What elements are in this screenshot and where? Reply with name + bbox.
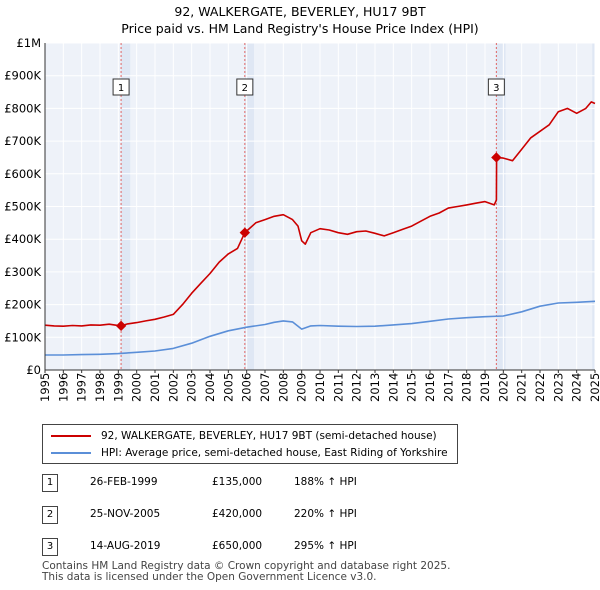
property-price-line — [44, 101, 596, 328]
footer-copyright: Contains HM Land Registry data © Crown c… — [42, 560, 451, 572]
x-tick-label: 2004 — [203, 373, 217, 402]
x-tick-label: 2012 — [350, 373, 364, 402]
x-tick-label: 2011 — [331, 373, 345, 402]
y-tick-label: £400K — [4, 232, 41, 246]
y-tick-label: £600K — [4, 167, 41, 181]
x-tick-label: 2006 — [240, 373, 254, 402]
sale-marker-box — [236, 78, 254, 96]
x-tick-label: 2003 — [185, 373, 199, 402]
y-tick-label: £300K — [4, 265, 41, 279]
x-tick-label: 2002 — [166, 373, 180, 402]
y-tick-label: £1M — [16, 36, 41, 50]
footer-attribution: Contains HM Land Registry data © Crown c… — [42, 561, 450, 583]
x-tick-label: 2021 — [515, 373, 529, 402]
x-tick-label: 2007 — [258, 373, 272, 402]
sale-point — [239, 227, 251, 238]
sale-marker-box — [112, 78, 130, 96]
legend-item-property: 92, WALKERGATE, BEVERLEY, HU17 9BT (semi… — [51, 428, 437, 444]
x-tick-label: 2010 — [313, 373, 327, 402]
x-tick-label: 2013 — [368, 373, 382, 402]
sale-price: £420,000 — [212, 508, 263, 520]
x-tick-label: 2008 — [276, 373, 290, 402]
x-tick-label: 2024 — [570, 373, 584, 402]
legend-item-hpi: HPI: Average price, semi-detached house,… — [51, 445, 448, 461]
x-tick-label: 1995 — [38, 373, 52, 402]
sale-row: 1 26-FEB-1999 £135,000 188% ↑ HPI — [42, 474, 462, 494]
y-tick-label: £200K — [4, 298, 41, 312]
sale-marker-label: 1 — [118, 83, 124, 94]
sale-point — [115, 320, 127, 332]
x-tick-label: 2009 — [295, 373, 309, 402]
x-tick-label: 2015 — [405, 373, 419, 402]
x-tick-label: 2019 — [478, 373, 492, 402]
sale-point — [491, 152, 502, 163]
sale-date: 14-AUG-2019 — [90, 540, 161, 552]
x-tick-label: 2023 — [551, 373, 565, 402]
x-tick-label: 2001 — [148, 373, 162, 402]
x-tick-label: 2020 — [496, 373, 510, 402]
sale-row: 2 25-NOV-2005 £420,000 220% ↑ HPI — [42, 506, 462, 526]
price-chart-svg: 1 2 3 £0 £100K £200K £300K £400K £500K £600K £700K… — [4, 36, 600, 402]
footer-licence: This data is licensed under the Open Gov… — [42, 571, 377, 583]
sale-number-badge: 3 — [42, 538, 58, 556]
chart-title-address: 92, WALKERGATE, BEVERLEY, HU17 9BT — [174, 4, 426, 19]
x-tick-label: 2022 — [533, 373, 547, 402]
legend-swatch-hpi — [51, 452, 91, 454]
sale-marker-label: 3 — [493, 83, 499, 94]
legend-label-hpi: HPI: Average price, semi-detached house,… — [101, 447, 448, 459]
x-tick-label: 1999 — [111, 373, 125, 402]
sale-marker-box — [487, 78, 505, 96]
sale-number-badge: 2 — [42, 506, 58, 524]
x-tick-label: 1997 — [75, 373, 89, 402]
y-tick-label: £800K — [4, 101, 41, 115]
legend-swatch-property — [51, 435, 91, 437]
legend: 92, WALKERGATE, BEVERLEY, HU17 9BT (semi… — [42, 424, 458, 464]
y-tick-label: £700K — [4, 134, 41, 148]
chart-title-subtitle: Price paid vs. HM Land Registry's House … — [121, 21, 479, 36]
x-tick-label: 2017 — [441, 373, 455, 402]
sale-marker-label: 2 — [242, 83, 248, 94]
legend-label-property: 92, WALKERGATE, BEVERLEY, HU17 9BT (semi… — [101, 430, 437, 442]
y-tick-label: £0 — [26, 363, 41, 377]
y-tick-label: £100K — [4, 330, 41, 344]
hpi-line — [45, 300, 596, 356]
sale-price: £135,000 — [212, 476, 263, 488]
x-tick-label: 1996 — [56, 373, 70, 402]
sale-price: £650,000 — [212, 540, 263, 552]
x-tick-label: 2005 — [221, 373, 235, 402]
price-chart: 1 2 3 £0 £100K £200K £300K £400K £500K £600K £700K… — [4, 36, 600, 402]
sale-hpi-change: 220% ↑ HPI — [294, 508, 357, 520]
x-tick-label: 2000 — [130, 373, 144, 402]
y-tick-label: £900K — [4, 69, 41, 83]
x-tick-label: 1998 — [93, 373, 107, 402]
y-tick-label: £500K — [4, 200, 41, 214]
x-tick-label: 2016 — [423, 373, 437, 402]
x-tick-label: 2025 — [588, 373, 600, 402]
x-tick-label: 2014 — [386, 373, 400, 402]
sale-hpi-change: 188% ↑ HPI — [294, 476, 357, 488]
sale-date: 25-NOV-2005 — [90, 508, 161, 520]
x-tick-label: 2018 — [460, 373, 474, 402]
sale-hpi-change: 295% ↑ HPI — [294, 540, 357, 552]
sale-row: 3 14-AUG-2019 £650,000 295% ↑ HPI — [42, 538, 462, 558]
sale-date: 26-FEB-1999 — [90, 476, 158, 488]
sale-number-badge: 1 — [42, 474, 58, 492]
